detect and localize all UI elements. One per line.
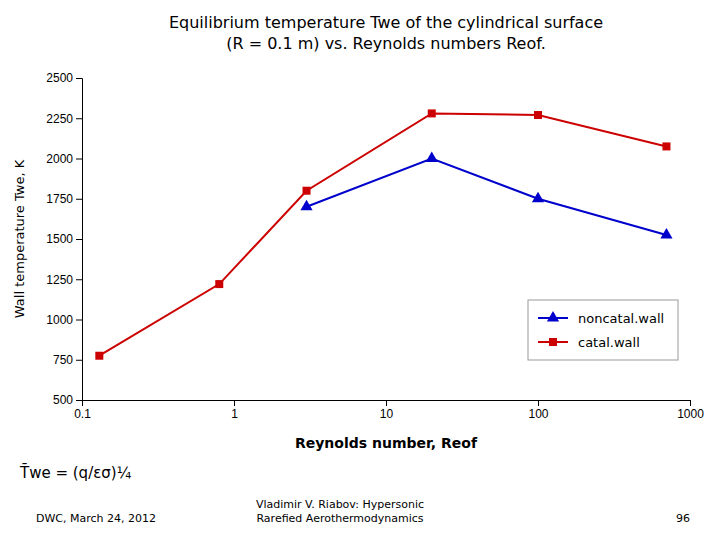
x-axis-line xyxy=(83,401,691,407)
formula: T̄we = (q/εσ)¼ xyxy=(19,463,132,482)
x-tick-mark xyxy=(690,400,691,406)
point xyxy=(95,352,103,360)
y-tick: 2000 xyxy=(46,152,82,166)
x-tick: 1 xyxy=(231,400,238,421)
legend-label: noncatal.wall xyxy=(578,311,664,326)
legend-marker xyxy=(549,338,557,346)
line xyxy=(99,113,666,355)
x-tick: 0.1 xyxy=(74,400,91,421)
x-axis: 0.1 1 10 100 1000 xyxy=(74,400,704,421)
y-tick-mark xyxy=(76,118,82,119)
legend-box xyxy=(528,300,678,360)
y-tick-mark xyxy=(76,320,82,321)
point xyxy=(660,228,672,239)
point xyxy=(215,280,223,288)
y-tick-label: 500 xyxy=(53,393,73,407)
x-tick-label: 100 xyxy=(528,407,548,421)
y-axis: 500 750 1000 1250 1500 1750 2000 2250 2500 xyxy=(46,71,82,407)
point xyxy=(426,151,438,162)
x-tick: 100 xyxy=(528,400,548,421)
x-tick-label: 10 xyxy=(380,407,394,421)
point xyxy=(532,192,544,203)
footer: 96 xyxy=(676,512,690,525)
y-tick-label: 750 xyxy=(53,353,73,367)
y-tick-mark xyxy=(76,78,82,79)
y-tick: 1250 xyxy=(46,273,82,287)
series xyxy=(300,151,672,238)
y-tick-label: 2500 xyxy=(46,71,73,85)
y-tick-mark xyxy=(76,279,82,280)
y-tick-label: 2250 xyxy=(46,112,73,126)
line xyxy=(307,159,667,235)
x-tick: 10 xyxy=(380,400,394,421)
legend-label: catal.wall xyxy=(578,335,640,350)
x-tick-mark xyxy=(538,400,539,406)
y-tick: 1000 xyxy=(46,313,82,327)
x-tick: 1000 xyxy=(677,400,704,421)
point xyxy=(662,142,670,150)
x-tick-mark xyxy=(386,400,387,406)
x-tick-mark xyxy=(234,400,235,406)
y-tick-label: 2000 xyxy=(46,152,73,166)
point xyxy=(534,111,542,119)
y-tick: 1750 xyxy=(46,192,82,206)
point xyxy=(303,187,311,195)
chart: Equilibrium temperature Twe of the cylin… xyxy=(0,0,720,540)
x-tick-label: 1 xyxy=(231,407,238,421)
footer: Vladimir V. Riabov: HypersonicRarefied A… xyxy=(256,498,424,525)
legend-item: catal.wall xyxy=(538,335,640,350)
y-tick-mark xyxy=(76,199,82,200)
title: Equilibrium temperature Twe of the cylin… xyxy=(169,13,603,53)
y-tick: 1500 xyxy=(46,232,82,246)
y-tick-mark xyxy=(76,360,82,361)
y-tick-mark xyxy=(76,400,82,401)
legend-marker xyxy=(547,311,559,322)
y-tick-label: 1000 xyxy=(46,313,73,327)
y-tick: 2500 xyxy=(46,71,82,85)
x-axis-title: Reynolds number, Reof xyxy=(295,435,478,451)
y-tick-mark xyxy=(76,159,82,160)
y-tick-label: 1250 xyxy=(46,273,73,287)
y-axis-title: Wall temperature Twe, K xyxy=(12,159,27,318)
data xyxy=(95,109,672,359)
plot-area: 0.1 1 10 100 1000 500 750 1000 1250 1500 1750 2000 2… xyxy=(46,71,704,420)
y-tick-mark xyxy=(76,239,82,240)
y-tick: 2250 xyxy=(46,112,82,126)
x-tick-label: 1000 xyxy=(677,407,704,421)
y-axis-line xyxy=(76,79,83,401)
legend: noncatal.wall catal.wall xyxy=(528,300,678,360)
y-tick-label: 1500 xyxy=(46,232,73,246)
y-tick-label: 1750 xyxy=(46,192,73,206)
point xyxy=(300,200,312,211)
footer: DWC, March 24, 2012 xyxy=(36,512,156,525)
x-tick-label: 0.1 xyxy=(74,407,91,421)
point xyxy=(428,109,436,117)
y-tick: 750 xyxy=(53,353,82,367)
y-tick: 500 xyxy=(53,393,82,407)
legend-item: noncatal.wall xyxy=(538,311,664,326)
series xyxy=(95,109,670,359)
